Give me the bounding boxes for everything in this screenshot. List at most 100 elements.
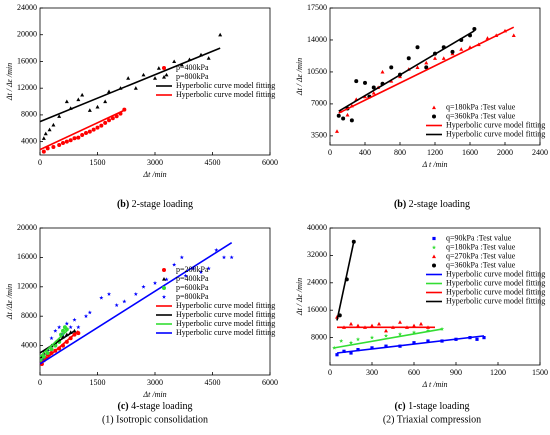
y-tick-label: 12000 <box>17 282 37 291</box>
data-point <box>425 328 431 333</box>
y-tick-label: 7000 <box>311 99 327 108</box>
data-point <box>95 104 100 109</box>
data-point <box>411 330 417 335</box>
data-point <box>335 353 339 357</box>
fit-line <box>336 335 485 354</box>
data-point <box>51 144 56 149</box>
y-tick-label: 32000 <box>307 250 327 259</box>
x-tick-label: 4500 <box>205 158 221 167</box>
legend-label: Hyperbolic curve model fitting <box>446 269 545 278</box>
legend-label: q=90kPa :Test value <box>446 233 512 242</box>
fit-line <box>39 330 79 365</box>
data-point <box>103 120 108 125</box>
data-point <box>398 320 402 324</box>
data-point <box>156 66 161 70</box>
data-point <box>406 56 411 61</box>
x-axis-title: Δt /min <box>142 170 166 179</box>
legend-label: p=200kPa <box>176 265 209 274</box>
fit-line <box>39 47 221 123</box>
legend-label: Hyperbolic curve model fitting <box>446 278 545 287</box>
y-tick-label: 20000 <box>17 30 37 39</box>
legend-label: p=800kPa <box>176 292 209 301</box>
legend-swatch <box>162 75 166 79</box>
x-tick-label: 1600 <box>462 148 478 157</box>
x-tick-label: 1200 <box>427 148 443 157</box>
y-axis-title: Δt / Δε /min <box>295 278 304 316</box>
data-point <box>57 142 62 147</box>
data-point <box>371 90 376 95</box>
data-point <box>84 130 88 135</box>
data-point <box>377 321 381 326</box>
data-point <box>87 108 92 112</box>
data-point <box>424 65 429 70</box>
data-point <box>153 76 157 80</box>
legend-label: Hyperbolic curve model fitting <box>176 310 275 319</box>
data-point <box>76 97 81 102</box>
caption-tag: (c) <box>118 401 129 412</box>
legend-label: q=360kPa :Test value <box>446 111 516 120</box>
x-tick-label: 0 <box>38 378 42 387</box>
data-point <box>114 114 119 119</box>
x-tick-label: 0 <box>328 148 332 157</box>
chart-panel: 0 1500 3000 4500 6000 4000 8000 12000 16000 20000… <box>5 223 278 412</box>
data-point <box>53 328 58 333</box>
data-point <box>341 116 346 121</box>
caption-text: 4-stage loading <box>131 401 192 412</box>
data-point <box>349 118 354 123</box>
caption-text: 1-stage loading <box>408 401 469 412</box>
x-axis-title: Δ t /min <box>422 160 448 169</box>
data-point <box>51 122 56 127</box>
x-tick-label: 6000 <box>262 158 278 167</box>
caption-tag: (b) <box>117 199 129 210</box>
fit-line <box>39 109 125 151</box>
data-point <box>336 113 341 118</box>
group-label: (2) Triaxial compression <box>383 414 481 425</box>
data-point <box>191 266 196 271</box>
data-point <box>141 72 146 77</box>
data-point <box>356 323 360 328</box>
data-point <box>179 62 184 67</box>
data-point <box>49 347 54 352</box>
data-point <box>122 299 127 304</box>
legend-label: Hyperbolic curve model fitting <box>446 120 545 129</box>
data-point <box>371 85 376 90</box>
data-point <box>183 273 188 278</box>
x-tick-label: 3000 <box>147 378 163 387</box>
data-point <box>419 321 423 326</box>
x-tick-label: 1500 <box>90 158 106 167</box>
y-tick-label: 16000 <box>17 252 37 261</box>
fit-line <box>39 330 68 358</box>
plot-frame <box>329 227 541 366</box>
data-point <box>133 291 138 296</box>
y-tick-label: 8000 <box>21 311 37 320</box>
data-point <box>339 338 344 343</box>
data-point <box>441 56 446 60</box>
data-point <box>349 321 353 326</box>
y-tick-label: 24000 <box>307 278 327 287</box>
data-point <box>355 337 361 342</box>
data-point <box>99 295 104 300</box>
x-axis-title: Δt /min <box>142 390 166 399</box>
data-point <box>61 328 65 333</box>
legend-swatch <box>432 254 436 259</box>
data-point <box>172 262 177 267</box>
data-point <box>133 86 138 90</box>
data-point <box>41 136 46 140</box>
legend-label: q=360kPa :Test value <box>446 260 516 269</box>
y-axis-title: Δt / Δε /min <box>295 58 304 96</box>
legend-swatch <box>432 263 436 268</box>
y-tick-label: 16000 <box>307 305 327 314</box>
data-point <box>64 321 69 326</box>
data-point <box>64 99 69 104</box>
fit-line <box>39 242 233 365</box>
data-point <box>433 56 437 60</box>
data-point <box>450 49 455 54</box>
x-tick-label: 300 <box>366 368 378 377</box>
y-tick-label: 4000 <box>21 340 37 349</box>
data-point <box>41 354 46 359</box>
data-point <box>83 314 89 318</box>
data-point <box>172 59 177 64</box>
legend-swatch <box>432 105 436 110</box>
x-tick-label: 800 <box>394 148 406 157</box>
